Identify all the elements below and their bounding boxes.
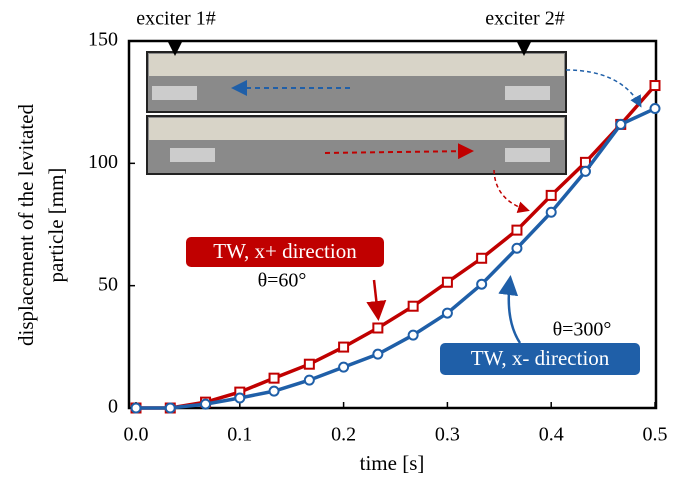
arrow (498, 275, 522, 344)
data-point (545, 189, 557, 201)
annotation: exciter 1# (136, 8, 215, 30)
data-point (511, 242, 523, 254)
data-point (268, 372, 280, 384)
data-point (372, 322, 384, 334)
data-point (338, 361, 350, 373)
data-point (476, 278, 488, 290)
x-tick-label: 0.3 (435, 424, 460, 446)
data-point (338, 341, 350, 353)
data-point (615, 118, 627, 130)
x-tick-label: 0.4 (539, 424, 564, 446)
data-point (579, 165, 591, 177)
data-point (407, 329, 419, 341)
plot-frame (127, 39, 658, 410)
y-axis-label: displacement of the levitated (14, 104, 38, 346)
data-point (511, 224, 523, 236)
series-label: TW, x- direction (471, 346, 610, 370)
annotation: θ=60° (258, 270, 307, 292)
x-tick-label: 0.0 (124, 424, 149, 446)
data-point (649, 103, 661, 115)
x-tick-label: 0.2 (331, 424, 356, 446)
series-label-box (186, 237, 384, 267)
data-point (407, 300, 419, 312)
x-axis-label: time [s] (360, 451, 425, 475)
y-axis-label: particle [mm] (44, 168, 68, 283)
annotation: exciter 2# (485, 8, 564, 30)
data-point (441, 276, 453, 288)
data-point (476, 252, 488, 264)
y-tick-label: 150 (88, 29, 118, 51)
series-line (136, 106, 656, 410)
data-point (441, 307, 453, 319)
x-tick-label: 0.5 (643, 424, 668, 446)
data-point (268, 385, 280, 397)
data-point (303, 374, 315, 386)
arrow (366, 279, 387, 321)
annotation: θ=300° (553, 319, 612, 341)
y-tick-label: 0 (108, 396, 118, 418)
data-point (234, 392, 246, 404)
series-label: TW, x+ direction (213, 239, 357, 263)
data-point (130, 402, 142, 414)
data-point (649, 80, 661, 92)
inset-photo (146, 40, 642, 214)
data-point (303, 358, 315, 370)
data-point (164, 402, 176, 414)
data-point (545, 206, 557, 218)
data-point (200, 398, 212, 410)
series-label-box (440, 343, 640, 375)
y-tick-label: 50 (98, 273, 118, 295)
x-tick-label: 0.1 (227, 424, 252, 446)
y-tick-label: 100 (88, 151, 118, 173)
series-line (136, 84, 657, 410)
data-point (372, 348, 384, 360)
